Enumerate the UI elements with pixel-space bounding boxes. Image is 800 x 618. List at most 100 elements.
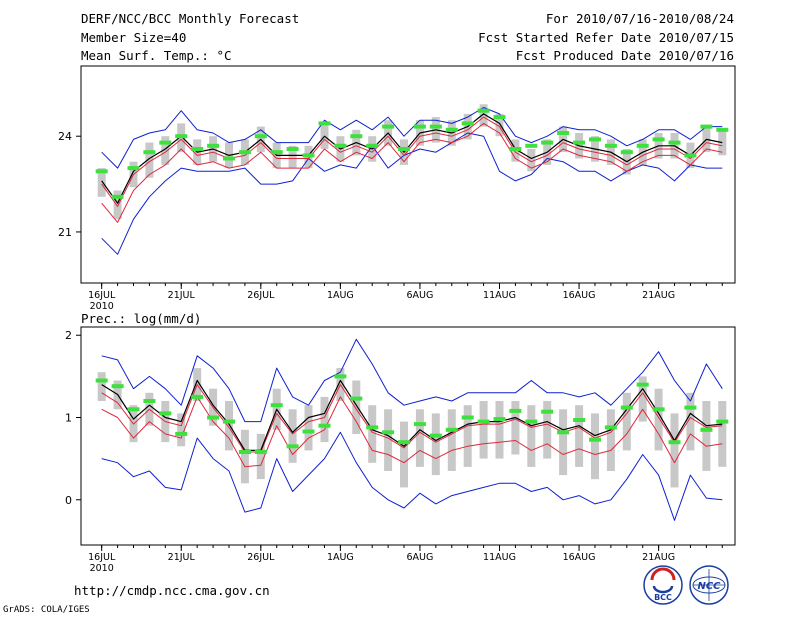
temp-range-bar [97, 168, 106, 197]
temp-observed-marker [700, 124, 713, 129]
precip-observed-marker [413, 422, 426, 427]
precip-range-bar [702, 401, 711, 471]
precip-y-tick-label: 2 [65, 329, 72, 342]
precip-range-bar [527, 405, 536, 467]
temp-y-tick-label: 21 [58, 226, 72, 239]
precip-range-bar [591, 413, 599, 480]
temp-observed-marker [668, 140, 681, 145]
grads-credit: GrADS: COLA/IGES [3, 605, 90, 615]
precip-observed-marker [143, 399, 156, 403]
precip-observed-marker [350, 396, 363, 401]
precip-line-ensemble-mean [101, 379, 723, 451]
temp-observed-marker [95, 169, 108, 174]
temp-range-bar [113, 190, 122, 220]
temp-observed-marker [573, 140, 586, 145]
precip-range-bar [288, 409, 297, 463]
precip-x-tick-label: 1AUG [327, 552, 354, 563]
precip-observed-marker [700, 427, 713, 432]
precip-observed-marker [636, 382, 649, 387]
precip-line-lower-mid [101, 396, 723, 468]
precip-range-bar [240, 429, 249, 484]
temp-range-bar [495, 113, 504, 137]
precip-range-bar [479, 401, 488, 459]
precip-range-bar [320, 396, 329, 443]
temp-observed-marker [477, 108, 490, 113]
temp-plot-frame [80, 65, 736, 284]
precip-range-bar [415, 409, 424, 467]
precip-observed-marker [95, 378, 108, 383]
temp-y-tick-label: 24 [58, 130, 72, 143]
temp-observed-marker [302, 153, 315, 158]
precip-observed-marker [604, 425, 617, 430]
precip-range-bar [575, 405, 584, 467]
temp-x-tick-label: 21JUL [168, 290, 196, 301]
temp-x-tick-label: 1AUG [327, 290, 354, 301]
source-url[interactable]: http://cmdp.ncc.cma.gov.cn [74, 583, 270, 598]
temp-x-tick-label: 16JUL [88, 290, 116, 301]
temp-observed-marker [509, 147, 522, 151]
precip-panel-title: Prec.: log(mm/d) [81, 311, 201, 326]
temp-observed-marker [604, 143, 617, 148]
precip-range-bar [463, 405, 472, 467]
precip-range-bar [559, 409, 568, 476]
precip-x-tick-label: 16JUL [88, 552, 116, 563]
temp-observed-marker [413, 124, 426, 129]
precip-range-bar [97, 372, 106, 401]
temp-observed-marker [557, 131, 570, 135]
ncc-logo-text: NCC [697, 581, 721, 592]
precip-range-bar [511, 401, 520, 455]
precip-line-upper [101, 338, 723, 423]
precip-observed-marker [668, 440, 681, 445]
precip-observed-marker [286, 444, 299, 449]
precip-observed-marker [398, 440, 410, 445]
temp-x-tick-label: 11AUG [483, 290, 516, 301]
precip-y-tick-label: 1 [65, 411, 72, 424]
temp-x-tick-label: 26JUL [247, 290, 275, 301]
precip-observed-marker [477, 419, 490, 424]
temp-observed-marker [207, 143, 220, 148]
temp-x-tick-year: 2010 [90, 301, 114, 312]
precip-observed-marker [525, 419, 538, 424]
precip-x-tick-label: 21JUL [168, 552, 196, 563]
precip-range-bar [352, 380, 361, 434]
precip-observed-marker [382, 430, 395, 435]
temp-observed-marker [334, 143, 347, 148]
precip-y-tick-label: 0 [65, 494, 72, 507]
precip-observed-marker [652, 407, 665, 412]
precip-x-tick-year: 2010 [90, 563, 114, 574]
precip-range-bar [638, 376, 647, 422]
precip-range-bar [431, 413, 440, 476]
temp-observed-marker [461, 121, 474, 126]
precip-observed-marker [318, 423, 331, 428]
precip-range-bar [304, 405, 313, 451]
precip-range-bar [384, 409, 393, 471]
header-period: For 2010/07/16-2010/08/24 [545, 11, 734, 26]
precip-observed-marker [573, 418, 586, 422]
temp-observed-marker [716, 127, 729, 132]
precip-x-tick-label: 6AUG [407, 552, 434, 563]
temp-observed-marker [223, 156, 235, 161]
temp-observed-marker [445, 127, 458, 132]
precip-observed-marker [270, 403, 283, 408]
header-start-date: Fcst Started Refer Date 2010/07/15 [478, 30, 734, 45]
precip-line-median [101, 384, 723, 453]
precip-observed-marker [207, 415, 220, 420]
temp-observed-marker [493, 115, 506, 120]
temp-observed-marker [159, 140, 172, 145]
precip-x-tick-label: 26JUL [247, 552, 275, 563]
temp-observed-marker [589, 137, 601, 142]
precip-x-tick-label: 11AUG [483, 552, 516, 563]
precip-range-bar [400, 421, 408, 488]
temp-observed-marker [318, 121, 331, 126]
temp-line-lower-mid [101, 122, 723, 223]
precip-observed-marker [620, 405, 633, 410]
precip-range-bar [225, 401, 233, 451]
precip-observed-marker [159, 411, 172, 416]
precip-range-bar [495, 401, 504, 459]
temp-observed-marker [429, 124, 442, 129]
temp-observed-marker [398, 147, 410, 151]
precip-range-bar [670, 413, 679, 488]
